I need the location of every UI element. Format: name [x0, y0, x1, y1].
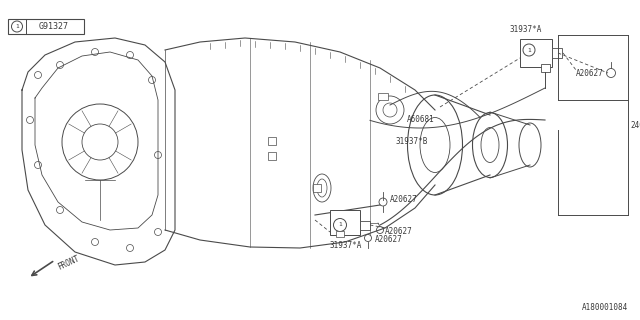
Text: A20627: A20627	[390, 196, 418, 204]
Bar	[313, 184, 321, 192]
Text: 31937*A: 31937*A	[510, 26, 542, 35]
Text: 1: 1	[527, 47, 531, 52]
Bar	[360, 221, 370, 230]
Text: 1: 1	[15, 24, 19, 29]
Text: A180001084: A180001084	[582, 303, 628, 312]
Bar	[552, 48, 562, 58]
Bar	[541, 64, 550, 72]
Text: A60681: A60681	[407, 116, 435, 124]
Text: FRONT: FRONT	[56, 254, 81, 272]
Bar	[336, 231, 344, 237]
Bar	[520, 39, 552, 67]
Text: A20627: A20627	[576, 68, 604, 77]
Text: A20627: A20627	[385, 228, 413, 236]
Text: 24030: 24030	[630, 121, 640, 130]
Text: 31937*B: 31937*B	[395, 138, 428, 147]
Bar	[268, 152, 276, 160]
Bar	[8, 19, 84, 34]
Text: G91327: G91327	[39, 22, 69, 31]
Bar	[330, 210, 360, 235]
Text: 1: 1	[338, 222, 342, 228]
Bar	[378, 93, 388, 100]
Text: 31937*A: 31937*A	[330, 241, 362, 250]
Text: A20627: A20627	[375, 236, 403, 244]
Bar	[268, 137, 276, 145]
